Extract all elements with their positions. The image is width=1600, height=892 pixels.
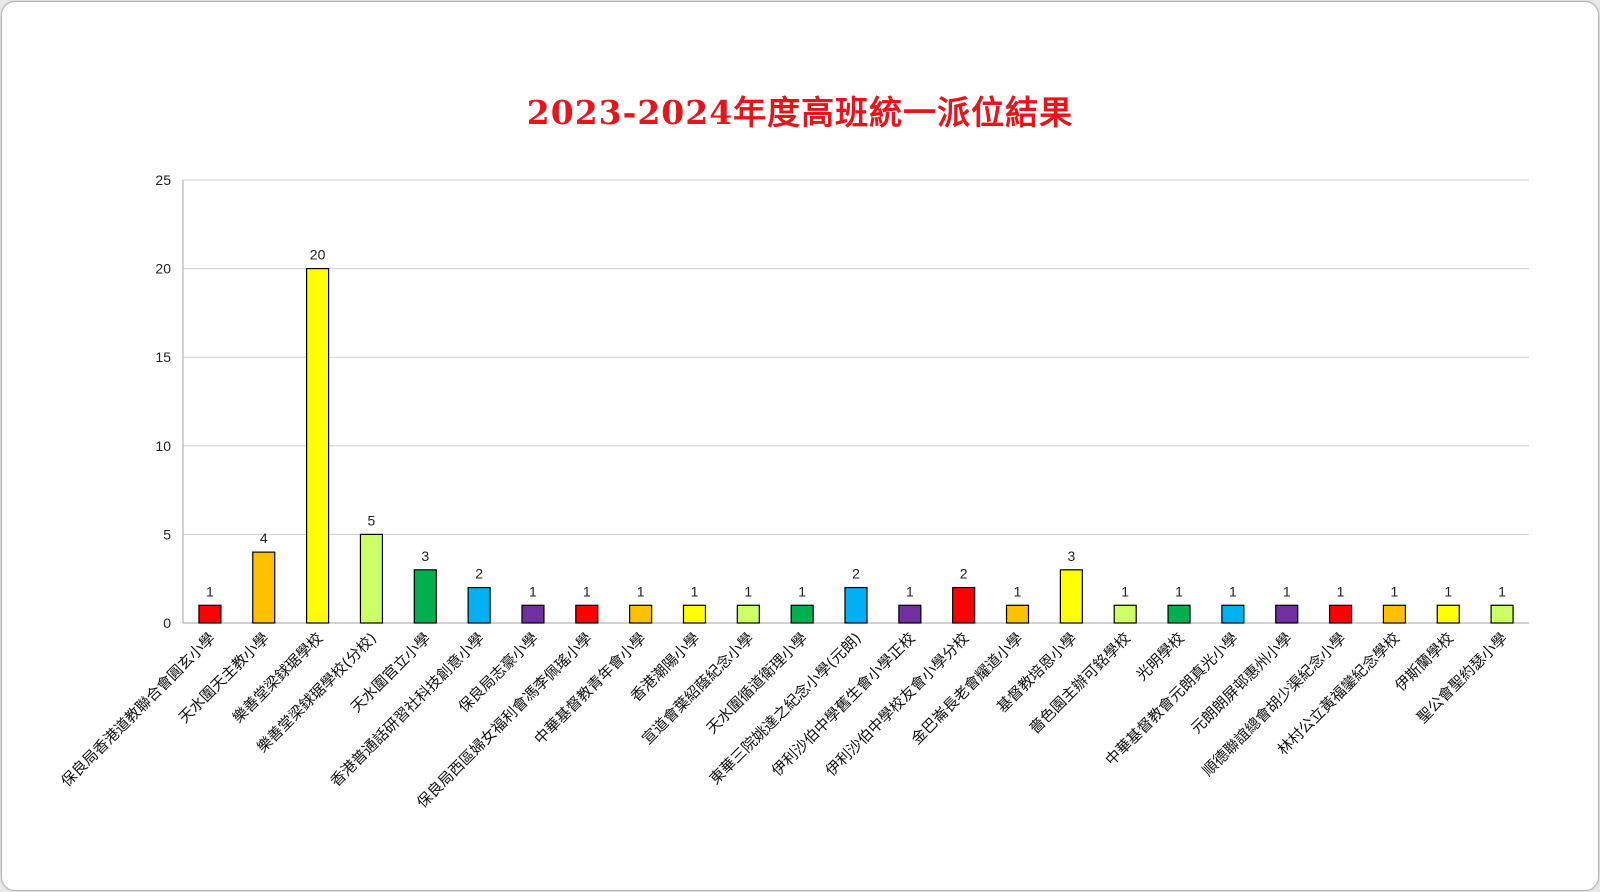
data-label: 1: [1283, 583, 1291, 599]
bar: [629, 604, 653, 624]
bar: [1059, 569, 1083, 624]
bar: [413, 569, 437, 624]
data-label: 2: [475, 566, 483, 582]
data-label: 1: [744, 583, 752, 599]
bar: [1167, 604, 1191, 624]
bar: [198, 604, 222, 624]
bar: [1328, 604, 1353, 624]
data-label: 1: [1229, 583, 1237, 599]
bar: [575, 604, 599, 624]
y-tick-label: 20: [155, 261, 171, 277]
data-label: 1: [1121, 583, 1129, 599]
bar: [1382, 604, 1407, 624]
bar: [898, 604, 922, 624]
bar: [952, 586, 976, 624]
data-label: 1: [1498, 583, 1506, 599]
data-label: 1: [1175, 583, 1183, 599]
x-tick-label: 元朗朗屏邨惠州小學: [1187, 629, 1295, 737]
data-label: 1: [906, 583, 914, 599]
data-label: 1: [206, 583, 214, 599]
data-label: 20: [310, 247, 326, 263]
data-label: 2: [852, 566, 860, 582]
data-label: 3: [1067, 548, 1075, 564]
y-tick-label: 0: [163, 615, 171, 631]
data-label: 1: [583, 583, 591, 599]
bar: [682, 604, 707, 624]
data-label: 1: [637, 583, 645, 599]
y-tick-label: 5: [163, 526, 171, 542]
data-label: 1: [691, 583, 699, 599]
data-label: 1: [1337, 583, 1345, 599]
bar: [359, 533, 384, 624]
data-label: 3: [421, 548, 429, 564]
bar: [844, 586, 868, 624]
data-label: 1: [1391, 583, 1399, 599]
x-tick-label: 嗇色園主辦可銘學校: [1026, 629, 1134, 737]
y-tick-label: 10: [155, 438, 171, 454]
x-tick-label: 天水圍天主教小學: [175, 629, 273, 727]
data-label: 1: [1444, 583, 1452, 599]
data-label: 1: [529, 583, 537, 599]
data-label: 1: [798, 583, 806, 599]
bar: [1113, 604, 1137, 624]
bar: [1005, 604, 1030, 624]
data-label: 5: [368, 512, 376, 528]
bar: [736, 604, 760, 624]
chart-title: 2023-2024年度高班統一派位結果: [526, 93, 1074, 132]
data-label: 4: [260, 530, 268, 546]
bar: [1436, 604, 1460, 624]
bar: [790, 604, 814, 624]
bar: [252, 551, 276, 624]
x-tick-label: 聖公會聖約瑟小學: [1413, 629, 1511, 727]
y-tick-label: 25: [155, 172, 171, 188]
bar: [1275, 604, 1299, 624]
bar: [467, 586, 491, 624]
y-tick-label: 15: [155, 349, 171, 365]
bar: [1490, 604, 1514, 624]
x-tick-label: 樂善堂梁銶琚學校: [229, 629, 327, 727]
data-label: 2: [960, 566, 968, 582]
x-tick-label: 光明學校: [1133, 629, 1188, 684]
bar: [306, 268, 330, 624]
bar: [1221, 604, 1245, 624]
bar: [521, 604, 545, 624]
x-tick-label: 天水圍循道衛理小學: [703, 629, 811, 737]
data-label: 1: [1014, 583, 1022, 599]
